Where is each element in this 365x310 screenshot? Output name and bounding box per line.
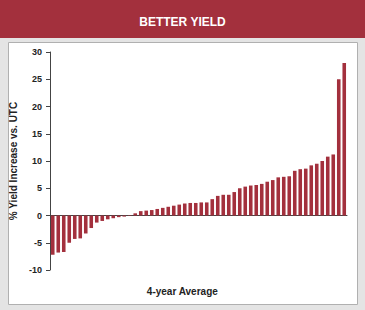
svg-text:15: 15 bbox=[32, 129, 42, 139]
svg-text:% Yield Increase vs. UTC: % Yield Increase vs. UTC bbox=[8, 102, 19, 220]
svg-text:BETTER YIELD: BETTER YIELD bbox=[139, 15, 226, 29]
svg-text:10: 10 bbox=[32, 156, 42, 166]
svg-text:-10: -10 bbox=[29, 265, 42, 275]
svg-text:25: 25 bbox=[32, 74, 42, 84]
svg-text:20: 20 bbox=[32, 102, 42, 112]
svg-text:4-year Average: 4-year Average bbox=[147, 286, 218, 297]
svg-text:0: 0 bbox=[37, 211, 42, 221]
svg-text:-5: -5 bbox=[34, 238, 42, 248]
svg-text:30: 30 bbox=[32, 47, 42, 57]
svg-text:5: 5 bbox=[37, 183, 42, 193]
